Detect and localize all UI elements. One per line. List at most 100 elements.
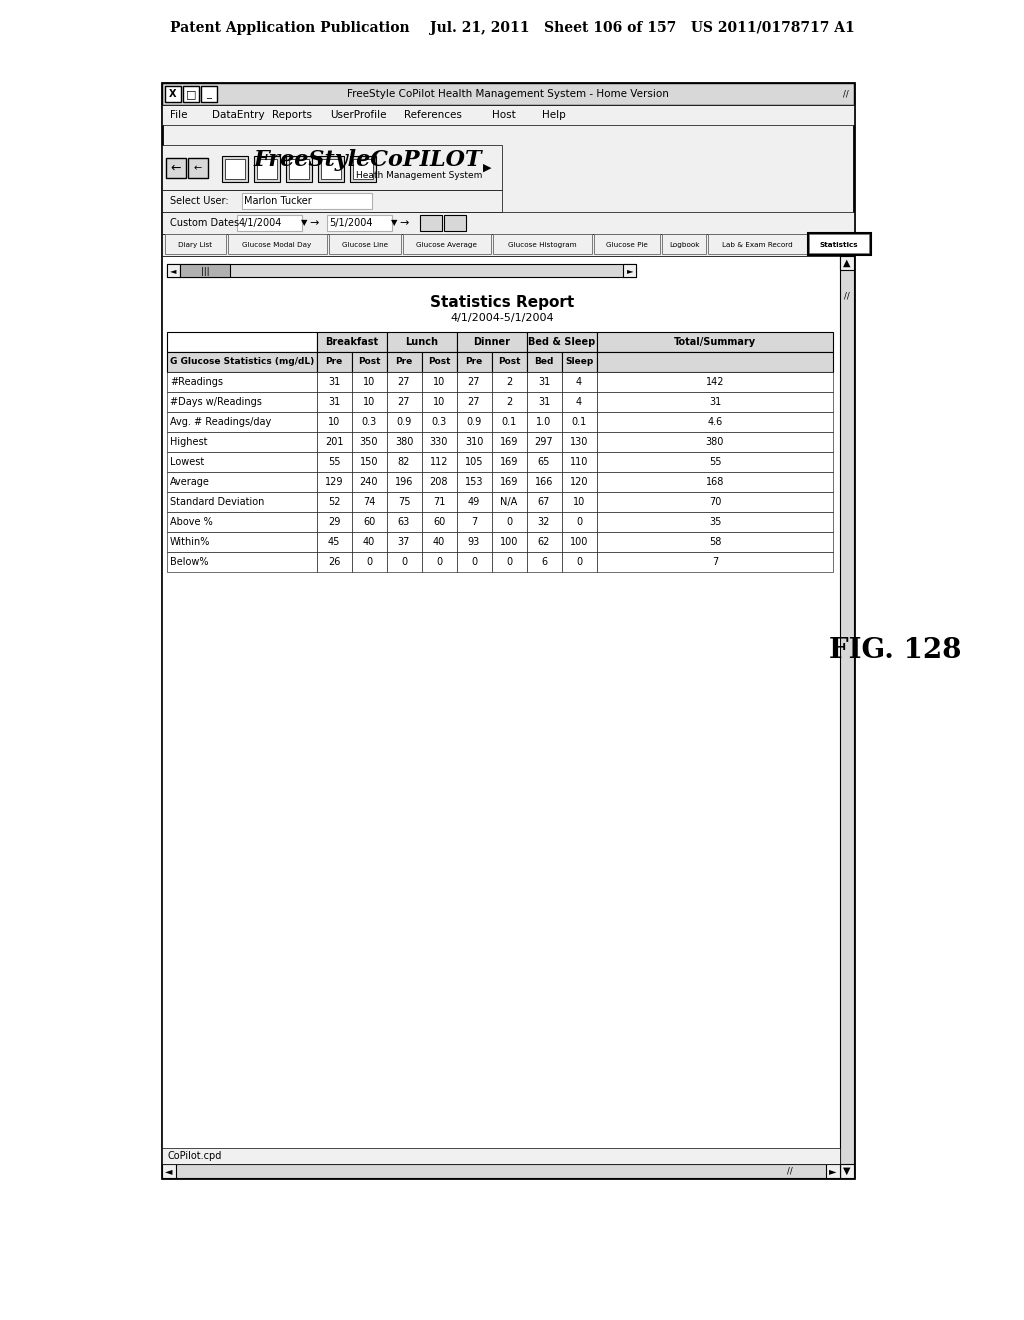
Text: □: □ [185,88,197,99]
Text: #Readings: #Readings [170,378,223,387]
Bar [422,392,457,412]
Bar [457,412,492,432]
Bar [318,156,344,182]
Bar [321,158,341,180]
Bar [237,215,302,231]
Text: 10: 10 [362,378,375,387]
Text: 1.0: 1.0 [537,417,552,426]
Bar [444,215,466,231]
Text: ←: ← [171,161,181,174]
Text: 31: 31 [538,397,550,407]
Text: 4/1/2004: 4/1/2004 [239,218,283,228]
Text: 208: 208 [430,477,449,487]
Bar [352,451,387,473]
Bar [662,234,706,253]
Bar [422,412,457,432]
Text: ◄: ◄ [165,1166,173,1176]
Bar [597,412,833,432]
Bar [457,333,527,352]
Bar [352,352,387,372]
Text: 4: 4 [575,378,582,387]
Text: 130: 130 [569,437,588,447]
Bar [527,432,562,451]
Bar [228,234,327,253]
Text: Statistics: Statistics [819,242,858,248]
Bar [457,451,492,473]
Text: 31: 31 [328,378,340,387]
Text: G Glucose Statistics (mg/dL): G Glucose Statistics (mg/dL) [170,358,314,367]
Text: 4/1/2004-5/1/2004: 4/1/2004-5/1/2004 [451,313,554,323]
Bar [422,432,457,451]
Text: Lunch: Lunch [406,337,438,347]
Text: Patent Application Publication: Patent Application Publication [170,21,410,36]
Bar [254,156,280,182]
Bar [597,392,833,412]
Text: 60: 60 [362,517,375,527]
Bar [188,158,208,178]
Bar [708,234,807,253]
Text: ▼: ▼ [843,1166,851,1176]
Bar [457,473,492,492]
Bar [387,412,422,432]
Bar [527,512,562,532]
Bar [493,234,592,253]
Text: Pre: Pre [326,358,343,367]
Bar [317,532,352,552]
Text: References: References [404,110,462,120]
Bar [289,158,309,180]
Text: 40: 40 [433,537,445,546]
Bar [457,492,492,512]
Bar [457,392,492,412]
Text: Diary List: Diary List [178,242,212,248]
Text: 49: 49 [468,498,480,507]
Text: Below%: Below% [170,557,209,568]
Bar [597,532,833,552]
Text: 62: 62 [538,537,550,546]
Bar [162,190,502,213]
Bar [457,372,492,392]
Bar [597,352,833,372]
Text: N/A: N/A [501,498,517,507]
Bar [166,158,186,178]
Text: UserProfile: UserProfile [330,110,386,120]
Text: 67: 67 [538,498,550,507]
Bar [809,234,870,253]
Bar [329,234,401,253]
Text: 10: 10 [572,498,585,507]
Text: 40: 40 [362,537,375,546]
Text: //: // [843,90,849,99]
Text: 29: 29 [328,517,340,527]
Text: Post: Post [428,358,451,367]
Bar [562,552,597,572]
Bar [167,412,317,432]
Bar [167,372,317,392]
Text: 31: 31 [328,397,340,407]
Text: 0.3: 0.3 [361,417,377,426]
Text: Lowest: Lowest [170,457,204,467]
Text: 75: 75 [397,498,411,507]
Bar [225,158,245,180]
Text: 27: 27 [397,397,411,407]
Bar [353,158,373,180]
Text: 0: 0 [401,557,408,568]
Text: Bed: Bed [535,358,554,367]
Text: 297: 297 [535,437,553,447]
Text: →: → [309,218,318,228]
Bar [527,552,562,572]
Bar [387,492,422,512]
Text: 10: 10 [328,417,340,426]
Text: File: File [170,110,187,120]
Text: 60: 60 [433,517,445,527]
Bar [183,86,199,102]
Text: 0.1: 0.1 [502,417,517,426]
Bar [317,392,352,412]
Bar [317,432,352,451]
Bar [167,451,317,473]
Bar [422,473,457,492]
Bar [457,552,492,572]
Text: 105: 105 [465,457,483,467]
Bar [352,392,387,412]
Text: _: _ [207,88,211,99]
Text: 169: 169 [500,477,518,487]
Text: Pre: Pre [465,358,482,367]
